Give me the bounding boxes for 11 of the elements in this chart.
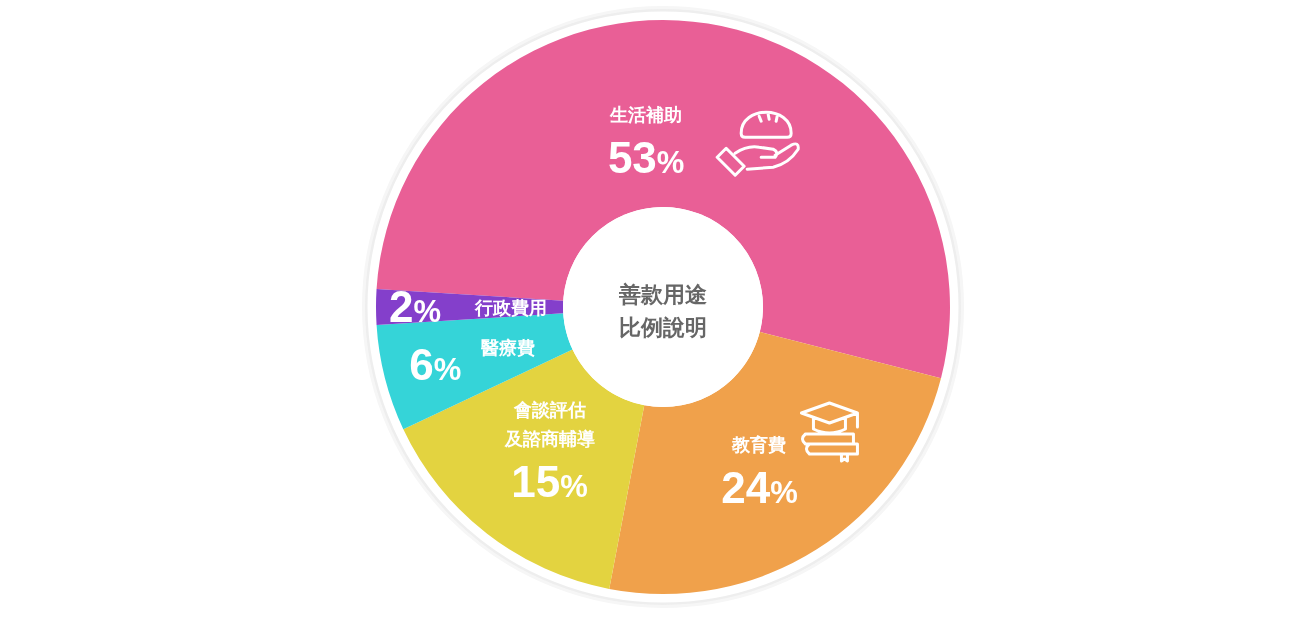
slice-label: 會談評估及諮商輔導 [503, 400, 595, 450]
data-label: 6% [409, 340, 462, 390]
data-label: 2% [388, 282, 442, 331]
data-label: 53% [607, 133, 685, 183]
slice-label: 醫療費 [481, 337, 536, 358]
text: 善款用途比例說明 [618, 281, 707, 340]
data-label: 24% [721, 462, 798, 512]
data-label: 15% [511, 457, 588, 507]
slice-label: 行政費用 [474, 298, 547, 318]
slice-label: 生活補助 [609, 105, 683, 126]
slice-label: 教育費 [731, 433, 787, 455]
